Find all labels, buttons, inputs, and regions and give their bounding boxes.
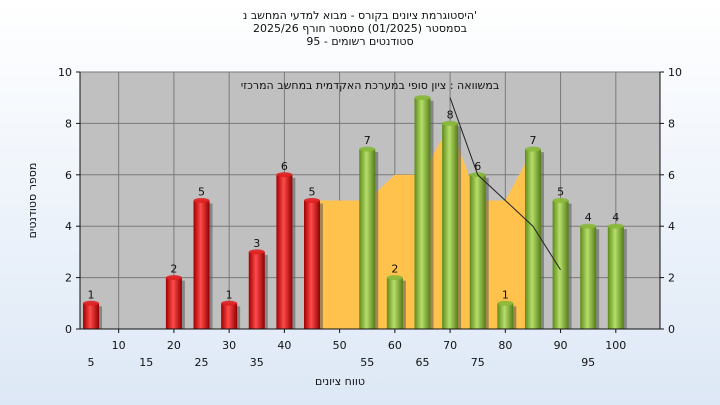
bar-35 [248,251,265,329]
bar-cap-40 [276,172,293,178]
bar-labels: 1 2 5 1 3 6 5 7 2 8 6 1 7 5 4 4 [88,108,620,301]
y-tick-label-left-2: 2 [65,272,72,285]
y-tick-label-left-0: 0 [65,323,72,336]
x-tick-label-lower-75: 75 [471,356,485,369]
bar-cap-25 [193,198,210,203]
bar-100 [607,226,624,329]
x-tick-label-70: 70 [443,339,457,352]
bar-label-80: 1 [502,288,509,301]
bar-20 [165,277,182,329]
bar-cap-35 [248,249,265,255]
bar-45 [304,200,320,329]
chart-subtitle-2: סטודנטים רשומים - 95 [306,35,414,48]
bar-label-40: 6 [281,160,288,173]
x-tick-label-lower-5: 5 [88,356,95,369]
x-tick-label-50: 50 [333,339,347,352]
bar-cap-70 [442,120,459,126]
bar-label-60: 2 [391,263,398,276]
bar-label-5: 1 [88,288,95,301]
y-tick-label-left-8: 8 [65,117,72,130]
bar-cap-85 [524,146,541,152]
y-tick-label-right-6: 6 [668,169,675,182]
bar-cap-5 [83,300,100,306]
y-tick-label-right-10: 10 [668,66,682,79]
x-tick-label-lower-65: 65 [415,356,429,369]
bar-cap-95 [580,223,597,229]
bar-75 [469,174,486,329]
bar-cap-80 [497,300,514,306]
bar-label-100: 4 [612,211,619,224]
bar-cap-90 [552,198,569,203]
bar-40 [276,174,293,329]
bar-label-20: 2 [170,263,177,276]
x-tick-label-100: 100 [605,339,626,352]
bar-label-25: 5 [198,186,205,199]
bar-label-90: 5 [557,186,564,199]
bar-label-55: 7 [364,134,371,147]
chart-title: היסטוגרמת ציונים בקורס - מבוא למדעי המחש… [242,9,478,22]
bars [83,95,627,330]
x-tick-label-90: 90 [554,339,568,352]
x-tick-label-30: 30 [222,339,236,352]
x-tick-label-lower-95: 95 [581,356,595,369]
x-tick-label-10: 10 [112,339,126,352]
bar-cap-55 [359,146,376,152]
bar-25 [193,200,210,329]
y-tick-label-left-6: 6 [65,169,72,182]
bar-65 [414,97,431,329]
bar-label-70: 8 [447,108,454,121]
y-tick-label-left-10: 10 [58,66,72,79]
x-tick-label-lower-55: 55 [360,356,374,369]
bar-cap-65 [414,95,431,101]
x-tick-label-lower-25: 25 [195,356,209,369]
bar-label-85: 7 [529,134,536,147]
bar-80 [497,303,514,329]
bar-label-45: 5 [309,186,316,199]
y-tick-label-right-2: 2 [668,272,675,285]
bar-60 [386,277,403,329]
bar-label-75: 6 [474,160,481,173]
x-tick-label-40: 40 [277,339,291,352]
bar-30 [221,303,238,329]
bar-90 [552,200,569,329]
bar-5 [83,303,100,329]
trend-line [449,97,561,271]
bar-70 [442,123,459,330]
plot-annotation: במשוואה : ציון סופי במערכת האקדמית במחשב… [241,79,499,92]
x-tick-label-20: 20 [167,339,181,352]
x-tick-label-80: 80 [498,339,512,352]
bar-cap-45 [304,198,320,203]
bar-85 [524,149,541,329]
x-axis-title: טווח ציונים [315,375,365,388]
bar-label-30: 1 [226,288,233,301]
y-axis-title: מספר סטודנטים [26,163,39,239]
bar-95 [580,226,597,329]
x-tick-label-lower-35: 35 [250,356,264,369]
y-tick-label-left-4: 4 [65,220,72,233]
bar-cap-20 [165,275,182,281]
x-tick-label-lower-15: 15 [139,356,153,369]
x-tick-label-60: 60 [388,339,402,352]
y-tick-label-right-8: 8 [668,117,675,130]
bar-cap-60 [386,275,403,281]
bar-label-35: 3 [253,237,260,250]
bar-label-95: 4 [585,211,592,224]
chart-subtitle-1: בסמסטר (01/2025) סמסטר חורף 2025/26 [253,22,467,35]
bar-55 [359,149,376,329]
y-tick-label-right-4: 4 [668,220,675,233]
bar-cap-30 [221,300,238,306]
bar-cap-100 [607,223,624,229]
y-tick-label-right-0: 0 [668,323,675,336]
